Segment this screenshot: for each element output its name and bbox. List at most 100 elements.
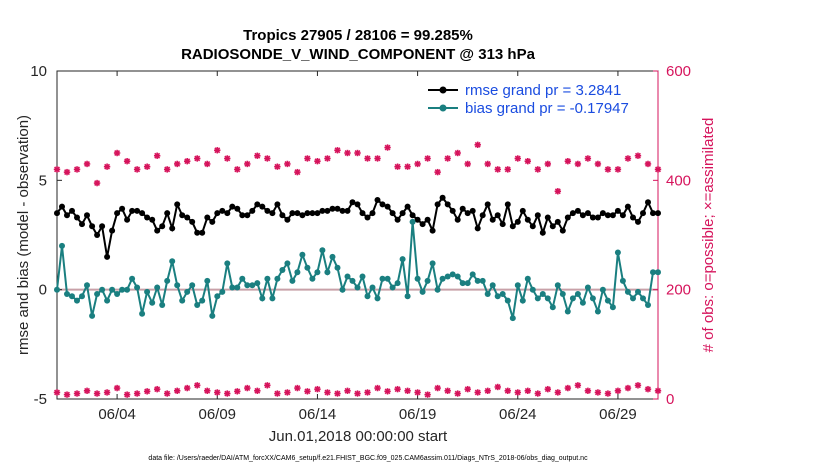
- series-point-0: [284, 216, 291, 223]
- x-tick-label: 06/19: [399, 406, 437, 423]
- series-point-0: [619, 212, 626, 219]
- obs-count-marker-low: [564, 384, 572, 392]
- series-point-1: [274, 275, 281, 282]
- x-axis-ticks: 06/04 06/09 06/14 06/19 06/24 06/29: [98, 71, 637, 423]
- x-axis-label: Jun.01,2018 00:00:00 start: [269, 428, 448, 445]
- series-point-1: [109, 286, 116, 293]
- series-point-0: [294, 210, 301, 217]
- series-point-1: [129, 275, 136, 282]
- data-file-footer: data file: /Users/raeder/DAI/ATM_forcXX/…: [148, 455, 588, 462]
- obs-count-marker: [514, 155, 521, 162]
- obs-count-marker-low: [434, 384, 441, 392]
- series-point-1: [284, 260, 291, 267]
- series-point-1: [169, 258, 176, 265]
- series-point-1: [449, 271, 456, 278]
- obs-count-marker: [314, 158, 321, 165]
- series-point-1: [254, 280, 261, 287]
- obs-count-marker: [214, 147, 221, 154]
- series-point-0: [514, 218, 521, 225]
- obs-count-marker-low: [474, 389, 481, 396]
- series-point-0: [534, 212, 541, 219]
- series-point-1: [504, 297, 511, 304]
- series-point-1: [259, 295, 266, 302]
- series-point-1: [104, 297, 111, 304]
- obs-count-marker: [194, 155, 201, 162]
- obs-count-marker: [604, 166, 612, 173]
- series-point-1: [459, 280, 466, 287]
- obs-count-marker: [644, 160, 652, 168]
- series-point-1: [234, 284, 241, 291]
- series-point-0: [484, 201, 491, 208]
- obs-count-markers: [53, 141, 662, 398]
- series-point-1: [630, 295, 636, 302]
- obs-count-marker-low: [294, 384, 301, 392]
- series-point-1: [89, 312, 96, 319]
- obs-count-marker-low: [113, 384, 121, 392]
- series-point-0: [229, 203, 236, 210]
- obs-count-marker-low: [324, 389, 331, 396]
- obs-count-marker-low: [254, 387, 261, 394]
- series-point-0: [259, 203, 266, 210]
- obs-count-marker-low: [53, 389, 61, 396]
- series-point-0: [389, 210, 396, 217]
- series-point-0: [459, 205, 466, 212]
- series-point-1: [444, 273, 451, 280]
- series-point-0: [394, 216, 401, 223]
- series-point-0: [114, 210, 121, 217]
- obs-count-marker: [394, 163, 401, 170]
- obs-count-marker: [264, 155, 271, 162]
- obs-count-marker: [344, 149, 351, 157]
- series-point-1: [229, 284, 236, 291]
- series-point-1: [114, 291, 121, 297]
- obs-count-marker: [634, 152, 642, 159]
- series-point-0: [239, 212, 246, 219]
- obs-count-marker: [494, 166, 501, 173]
- series-point-1: [219, 288, 226, 295]
- series-point-0: [159, 223, 166, 230]
- series-point-1: [514, 282, 521, 289]
- series-point-1: [349, 277, 356, 284]
- series-point-0: [464, 210, 471, 217]
- obs-count-marker: [484, 160, 491, 168]
- series-point-1: [589, 295, 596, 302]
- series-point-1: [614, 249, 621, 256]
- series-point-0: [124, 216, 131, 223]
- obs-count-marker: [574, 160, 582, 168]
- series-point-0: [174, 201, 181, 208]
- y-right-tick-label: 400: [666, 172, 691, 189]
- series-point-1: [509, 315, 516, 322]
- obs-count-marker: [73, 166, 81, 173]
- series-point-1: [569, 295, 576, 302]
- x-tick-label: 06/09: [198, 406, 236, 423]
- obs-count-marker: [284, 160, 291, 168]
- series-point-0: [404, 203, 411, 210]
- series-point-0: [529, 223, 536, 230]
- series-point-0: [324, 207, 331, 214]
- series-point-1: [124, 286, 131, 293]
- series-point-0: [599, 210, 606, 217]
- series-point-1: [389, 284, 396, 291]
- obs-count-marker: [63, 168, 71, 176]
- series-point-0: [129, 207, 136, 214]
- series-point-1: [584, 284, 591, 291]
- series-point-1: [74, 297, 80, 304]
- series-point-1: [369, 284, 376, 291]
- series-point-1: [379, 275, 386, 282]
- obs-count-marker: [83, 160, 91, 168]
- obs-count-marker: [564, 158, 572, 165]
- series-point-1: [119, 286, 126, 293]
- y-right-tick-label: 0: [666, 391, 674, 408]
- series-point-1: [404, 293, 411, 300]
- series-point-1: [624, 288, 631, 295]
- series-point-0: [569, 210, 576, 217]
- obs-count-marker: [274, 163, 281, 170]
- series-point-0: [434, 201, 441, 208]
- series-point-0: [194, 229, 201, 236]
- y-left-tick-label: -5: [34, 391, 47, 408]
- plot-area: [56, 70, 659, 400]
- obs-count-marker-low: [424, 391, 431, 398]
- y-axis-right-ticks: 0 200 400 600: [653, 63, 691, 408]
- series-point-0: [289, 210, 296, 217]
- series-point-1: [419, 288, 426, 295]
- obs-count-marker-low: [524, 387, 531, 394]
